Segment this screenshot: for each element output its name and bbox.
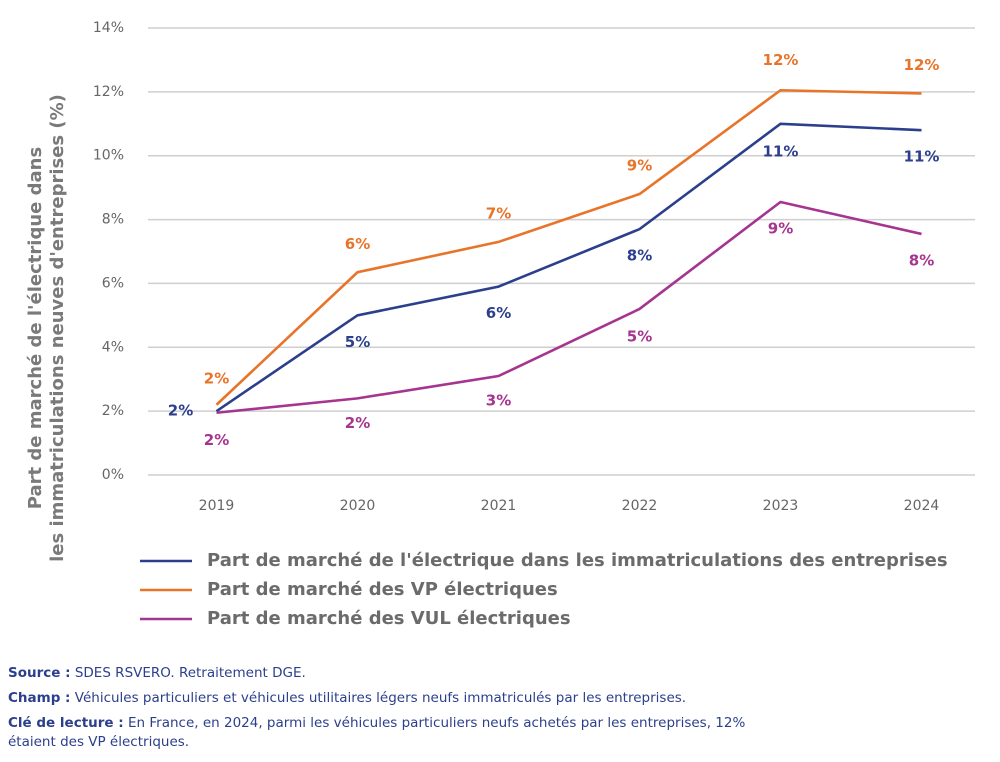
- series-line: [216, 200, 922, 415]
- note: Champ : Véhicules particuliers et véhicu…: [8, 689, 768, 708]
- note: Clé de lecture : En France, en 2024, par…: [8, 714, 768, 752]
- y-axis-title-line: les immatriculations neuves d'entreprise…: [47, 94, 68, 562]
- data-label: 12%: [904, 56, 940, 74]
- y-tick-label: 0%: [102, 467, 124, 483]
- y-axis-title: Part de marché de l'électrique dans les …: [25, 94, 68, 562]
- data-label: 9%: [768, 220, 793, 238]
- y-tick-label: 6%: [102, 275, 124, 291]
- data-label: 6%: [486, 304, 511, 322]
- x-tick-label: 2023: [763, 498, 799, 514]
- x-tick-label: 2019: [199, 498, 235, 514]
- data-label: 5%: [627, 327, 652, 345]
- note-label: Source :: [8, 665, 71, 681]
- data-label: 12%: [763, 51, 799, 69]
- x-tick-label: 2020: [340, 498, 376, 514]
- x-tick-label: 2024: [904, 498, 940, 514]
- data-label: 8%: [627, 247, 652, 265]
- data-label: 6%: [345, 235, 370, 253]
- legend-label: Part de marché des VP électriques: [207, 579, 558, 600]
- note-label: Champ :: [8, 690, 71, 706]
- y-tick-label: 10%: [93, 148, 124, 164]
- data-label: 5%: [345, 333, 370, 351]
- x-tick-label: 2021: [481, 498, 517, 514]
- y-axis-title-line: Part de marché de l'électrique dans: [25, 147, 46, 509]
- data-label: 11%: [904, 148, 940, 166]
- data-label: 2%: [345, 414, 370, 432]
- data-label: 2%: [204, 431, 229, 449]
- series-line: [215, 122, 922, 413]
- y-tick-label: 2%: [102, 403, 124, 419]
- note-text: Véhicules particuliers et véhicules util…: [74, 690, 687, 706]
- data-label: 8%: [909, 251, 934, 269]
- note-text: SDES RSVERO. Retraitement DGE.: [74, 665, 306, 681]
- legend-label: Part de marché de l'électrique dans les …: [207, 550, 948, 571]
- note: Source : SDES RSVERO. Retraitement DGE.: [8, 664, 768, 683]
- note-text: En France, en 2024, parmi les véhicules …: [8, 715, 746, 750]
- y-tick-label: 4%: [102, 339, 124, 355]
- note-label: Clé de lecture :: [8, 715, 124, 731]
- legend-label: Part de marché des VUL électriques: [207, 608, 571, 629]
- chart: Part de marché de l'électrique dans les …: [25, 20, 975, 629]
- data-label: 7%: [486, 204, 511, 222]
- y-tick-label: 12%: [93, 84, 124, 100]
- data-label: 2%: [204, 369, 229, 387]
- data-label: 9%: [627, 157, 652, 175]
- data-label: 2%: [168, 402, 193, 420]
- data-label: 3%: [486, 392, 511, 410]
- y-tick-label: 14%: [93, 20, 124, 36]
- series-line: [215, 88, 922, 406]
- notes: Source : SDES RSVERO. Retraitement DGE. C…: [8, 664, 768, 758]
- y-tick-label: 8%: [102, 212, 124, 228]
- x-tick-label: 2022: [622, 498, 658, 514]
- data-label: 11%: [763, 142, 799, 160]
